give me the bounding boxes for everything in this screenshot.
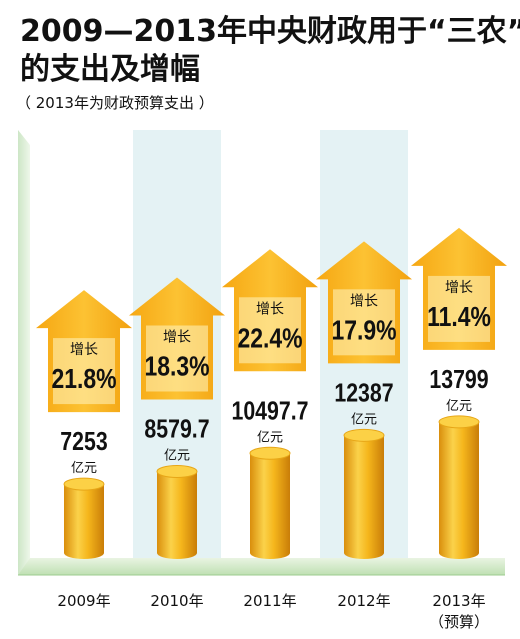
category-label: 2011年 [243, 592, 296, 610]
bar-cylinder [157, 471, 197, 559]
growth-label: 增长 [350, 293, 378, 309]
growth-value-label: 22.4% [237, 323, 302, 354]
growth-arrow-panel [333, 289, 395, 356]
growth-label: 增长 [70, 342, 98, 358]
bar-value-label: 8579.7 [144, 415, 209, 445]
bar-cylinder-top [63, 477, 105, 491]
growth-arrow-panel [53, 338, 115, 405]
growth-label: 增长 [256, 301, 284, 317]
category-label: 2010年 [150, 592, 203, 610]
bar-cylinder [344, 435, 384, 559]
bar-value-label: 13799 [429, 365, 488, 395]
bar-cylinder [250, 453, 290, 559]
bar-unit-label: 亿元 [257, 430, 283, 445]
category-label: 2013年 [432, 592, 485, 610]
growth-value-label: 18.3% [144, 351, 209, 382]
growth-label: 增长 [445, 280, 473, 296]
bar-cylinder-top [438, 415, 480, 429]
category-label: 2009年 [57, 592, 110, 610]
bar-unit-label: 亿元 [71, 461, 97, 476]
bar-value-label: 7253 [60, 427, 107, 457]
chart-floor [18, 558, 505, 575]
bar-cylinder [439, 421, 479, 559]
growth-arrow-panel [239, 297, 301, 364]
bar-cylinder-top [156, 464, 198, 478]
chart-title-line1: 2009—2013年中央财政用于“三农” [20, 14, 520, 49]
growth-arrow-panel [428, 275, 490, 342]
growth-label: 增长 [163, 329, 191, 345]
bar-unit-label: 亿元 [164, 448, 190, 463]
category-note-label: （预算） [429, 613, 489, 631]
category-label: 2012年 [337, 592, 390, 610]
bar-value-label: 12387 [334, 378, 393, 408]
growth-value-label: 11.4% [427, 302, 491, 333]
bar-unit-label: 亿元 [446, 399, 472, 414]
bar-cylinder [64, 484, 104, 559]
growth-arrow-panel [146, 325, 208, 392]
chart-subtitle: （ 2013年为财政预算支出 ） [16, 94, 214, 112]
chart-title-line2: 的支出及增幅 [20, 52, 200, 87]
bar-cylinder-top [249, 446, 291, 460]
growth-value-label: 17.9% [331, 315, 396, 346]
bar-cylinder-top [343, 428, 385, 442]
chart-left-wall [18, 130, 30, 575]
bar-unit-label: 亿元 [351, 412, 377, 427]
bar-value-label: 10497.7 [231, 396, 308, 426]
growth-value-label: 21.8% [51, 364, 116, 395]
